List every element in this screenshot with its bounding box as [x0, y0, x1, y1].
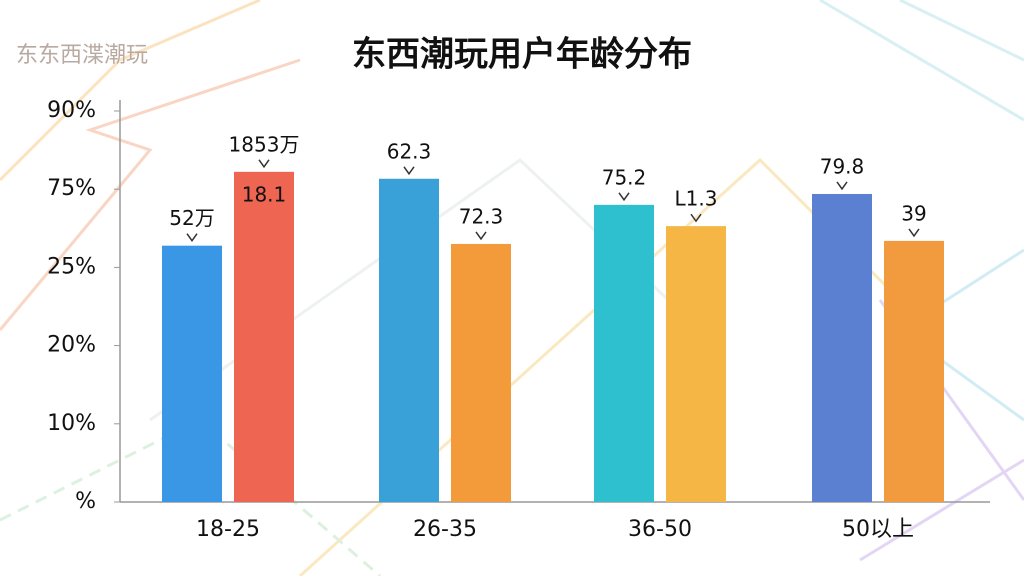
inner-label: 18.1: [242, 182, 287, 206]
label-pointer: [403, 166, 415, 176]
x-tick-label: 18-25: [196, 517, 260, 542]
bar: [884, 240, 944, 502]
bar-label: 79.8: [820, 154, 865, 178]
bar-label: 72.3: [459, 204, 504, 228]
x-tick-label: 36-50: [628, 517, 692, 542]
bar-label: 62.3: [387, 139, 432, 163]
y-axis-label: 90%: [47, 98, 96, 123]
bar-label: 39: [901, 201, 926, 225]
bar: [379, 178, 439, 503]
chart-title: 东西潮玩用户年龄分布: [352, 35, 692, 75]
bar-label: 75.2: [602, 165, 647, 189]
label-pointer: [186, 233, 198, 242]
bar: [594, 204, 654, 502]
bar: [234, 171, 294, 503]
label-pointer: [475, 231, 487, 241]
y-axis-label: %: [75, 489, 96, 514]
label-pointer: [690, 213, 702, 223]
x-tick-label: 50以上: [842, 517, 914, 542]
y-axis-label: 25%: [47, 254, 96, 279]
watermark: 东东西渫潮玩: [16, 43, 148, 68]
bar: [162, 245, 222, 502]
x-tick-label: 26-35: [413, 517, 477, 542]
bar-label: L1.3: [675, 187, 718, 211]
y-axis-label: 75%: [47, 176, 96, 201]
bar: [451, 243, 511, 502]
bar-label: 1853万: [229, 132, 300, 156]
y-axis-label: 20%: [47, 333, 96, 358]
label-pointer: [908, 228, 920, 238]
label-pointer: [836, 181, 848, 191]
label-pointer: [258, 159, 270, 169]
bar: [666, 226, 726, 502]
y-axis-label: 10%: [47, 411, 96, 436]
bar: [812, 193, 872, 502]
bar-label: 52万: [169, 206, 214, 230]
label-pointer: [618, 192, 630, 202]
